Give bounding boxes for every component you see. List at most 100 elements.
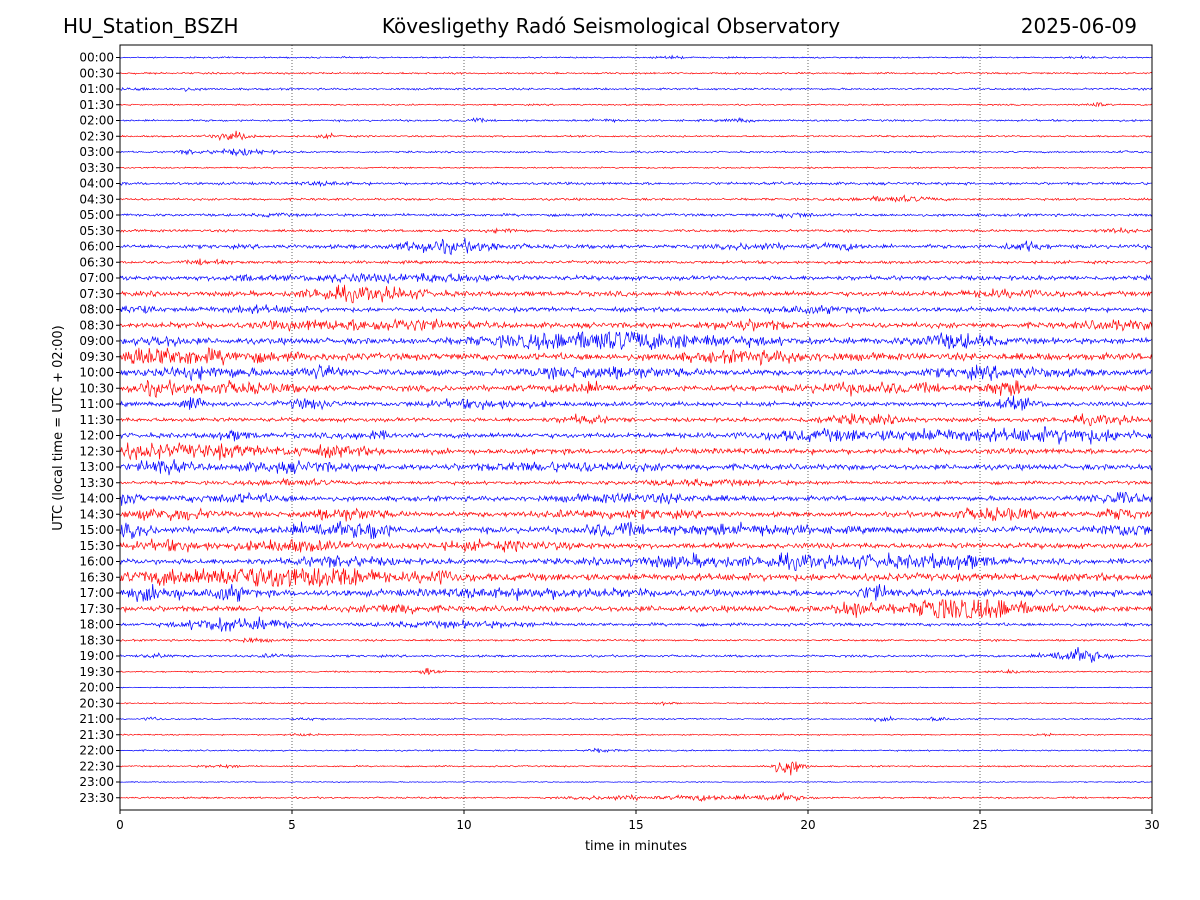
trace-2300 [119,780,1153,784]
y-tick-label: 17:30 [79,602,114,616]
trace-1300 [119,459,1153,476]
trace-0130 [119,102,1153,108]
station-label: HU_Station_BSZH [63,14,239,38]
trace-0230 [119,130,1153,142]
y-tick-label: 21:00 [79,712,114,726]
trace-1400 [119,491,1153,506]
y-tick-label: 15:00 [79,523,114,537]
x-tick-label: 20 [800,818,815,832]
trace-2030 [119,701,1152,707]
y-tick-label: 08:00 [79,303,114,317]
y-tick-label: 22:00 [79,744,114,758]
trace-1100 [119,395,1152,411]
trace-0630 [119,258,1153,266]
trace-0500 [119,212,1153,220]
y-tick-label: 19:00 [79,649,114,663]
y-tick-label: 22:30 [79,759,114,773]
trace-1500 [119,520,1153,540]
y-tick-label: 02:00 [79,114,114,128]
y-tick-label: 09:00 [79,334,114,348]
trace-2200 [119,747,1152,754]
y-tick-label: 06:30 [79,255,114,269]
date-label: 2025-06-09 [1020,14,1137,38]
y-tick-label: 19:30 [79,665,114,679]
trace-0000 [119,54,1153,60]
trace-0400 [119,180,1153,188]
y-tick-label: 18:00 [79,618,114,632]
y-tick-label: 03:30 [79,161,114,175]
trace-1530 [119,538,1153,553]
chart-title: Kövesligethy Radó Seismological Observat… [381,14,841,38]
trace-0030 [119,71,1153,75]
y-axis-label: UTC (local time = UTC + 02:00) [51,325,66,530]
y-tick-label: 21:30 [79,728,114,742]
y-tick-label: 10:30 [79,381,114,395]
y-tick-label: 09:30 [79,350,114,364]
x-tick-label: 25 [972,818,987,832]
trace-1000 [119,363,1153,382]
trace-0200 [119,117,1153,124]
y-tick-label: 03:00 [79,145,114,159]
y-tick-label: 01:00 [79,82,114,96]
trace-1200 [119,426,1153,445]
y-tick-label: 23:30 [79,791,114,805]
y-tick-label: 11:00 [79,397,114,411]
y-tick-label: 20:00 [79,681,114,695]
y-tick-label: 14:00 [79,492,114,506]
y-tick-label: 05:00 [79,208,114,222]
y-tick-label: 17:00 [79,586,114,600]
y-tick-label: 12:00 [79,429,114,443]
trace-2100 [119,715,1153,723]
trace-2230 [119,761,1153,776]
trace-0700 [119,272,1153,285]
y-tick-label: 00:30 [79,66,114,80]
x-tick-label: 15 [628,818,643,832]
y-tick-label: 05:30 [79,224,114,238]
trace-1730 [119,599,1153,619]
x-tick-labels: 0 5 10 15 20 25 30 [116,810,1160,832]
y-tick-label: 11:30 [79,413,114,427]
x-tick-label: 10 [456,818,471,832]
trace-1800 [119,616,1153,632]
y-tick-label: 13:00 [79,460,114,474]
y-tick-label: 02:30 [79,129,114,143]
y-tick-label: 13:30 [79,476,114,490]
y-tick-label: 07:30 [79,287,114,301]
y-tick-label: 16:30 [79,570,114,584]
y-tick-label: 04:30 [79,192,114,206]
trace-1130 [119,413,1153,427]
y-tick-label: 18:30 [79,633,114,647]
trace-1830 [119,637,1153,644]
trace-1630 [119,568,1153,588]
y-tick-label: 16:00 [79,555,114,569]
trace-1330 [119,477,1153,488]
trace-2000 [119,686,1152,689]
trace-1030 [119,379,1153,399]
trace-1230 [119,442,1153,461]
y-tick-label: 08:30 [79,318,114,332]
y-tick-label: 20:30 [79,696,114,710]
y-tick-label: 04:00 [79,177,114,191]
x-tick-label: 0 [116,818,124,832]
trace-0530 [119,227,1153,234]
trace-0100 [120,86,1153,92]
y-tick-label: 06:00 [79,240,114,254]
trace-1700 [119,583,1153,603]
x-axis-label: time in minutes [585,839,687,854]
trace-2130 [119,732,1152,737]
trace-0800 [119,304,1153,315]
y-tick-label: 14:30 [79,507,114,521]
y-tick-label: 10:00 [79,366,114,380]
trace-0600 [119,237,1153,256]
y-tick-label: 07:00 [79,271,114,285]
x-tick-label: 5 [288,818,296,832]
trace-1600 [119,552,1153,571]
trace-0900 [119,330,1153,351]
trace-0930 [119,347,1153,367]
y-tick-label: 12:30 [79,444,114,458]
trace-2330 [119,791,1153,803]
grid-lines [291,45,981,810]
seismic-traces [119,54,1153,803]
